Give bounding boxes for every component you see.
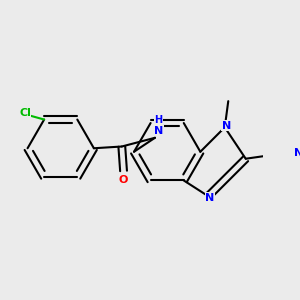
Text: O: O — [119, 175, 128, 185]
Text: Cl: Cl — [19, 108, 31, 118]
Text: N: N — [222, 121, 231, 130]
Text: H: H — [154, 115, 163, 125]
Text: N: N — [205, 193, 214, 203]
Text: N: N — [154, 126, 163, 136]
Text: N: N — [294, 148, 300, 158]
